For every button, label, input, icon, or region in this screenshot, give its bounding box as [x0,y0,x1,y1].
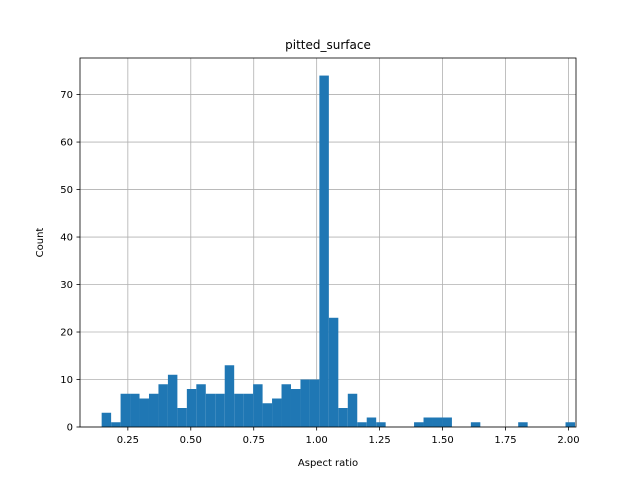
x-axis-label: Aspect ratio [298,458,358,469]
y-tick-label-4: 40 [60,233,73,244]
histogram-bar-2 [120,393,131,427]
histogram-bar-4 [139,398,149,427]
axes-frame [79,57,577,428]
histogram-bar-1 [111,422,121,427]
y-tick-label-3: 30 [60,280,73,291]
histogram-bar-9 [186,389,197,427]
histogram-bar-13 [224,365,235,427]
histogram-bar-5 [148,393,159,427]
histogram-bar-23 [319,75,329,428]
histogram-bar-25 [338,408,348,427]
histogram-bar-17 [262,403,273,427]
histogram-bar-39 [470,422,481,427]
histogram-bar-20 [290,389,301,427]
histogram-bar-8 [177,408,187,427]
histogram-bar-18 [272,398,282,427]
histogram-bar-3 [130,393,140,427]
histogram-bar-14 [234,393,244,427]
y-tick-label-5: 50 [60,185,73,196]
y-tick-label-7: 70 [60,90,73,101]
y-axis-label: Count [35,228,46,258]
histogram-bar-10 [196,384,206,427]
histogram-bar-35 [432,417,443,427]
histogram-bar-0 [101,412,112,427]
x-axis-ticks: 0.25 0.50 0.75 1.00 1.25 1.50 1.75 2.00 [117,427,580,446]
y-tick-label-1: 10 [60,375,73,386]
x-tick-label-3: 1.00 [306,435,328,446]
x-tick-label-1: 0.50 [180,435,202,446]
histogram-bar-7 [167,374,178,427]
histogram-bar-34 [423,417,433,427]
histogram-bar-44 [518,422,528,427]
histogram-bar-29 [376,422,386,427]
histogram-bar-22 [309,379,320,427]
histogram-bar-27 [357,422,367,427]
x-tick-label-6: 1.75 [494,435,516,446]
x-tick-label-2: 0.75 [243,435,265,446]
histogram-bar-6 [158,384,168,427]
histogram-bar-11 [205,393,216,427]
histogram-bar-24 [328,317,339,427]
histogram-bar-33 [414,422,424,427]
histogram-bar-36 [442,417,452,427]
histogram-bar-21 [300,379,310,427]
x-tick-label-0: 0.25 [117,435,139,446]
histogram-bar-19 [281,384,291,427]
x-tick-label-4: 1.25 [368,435,390,446]
histogram-bar-49 [565,422,575,427]
x-tick-label-7: 2.00 [557,435,579,446]
y-tick-label-6: 60 [60,138,73,149]
histogram-bar-28 [366,417,377,427]
histogram-bar-15 [243,393,254,427]
histogram-bar-26 [347,393,358,427]
bars [101,75,575,428]
chart-title: pitted_surface [285,38,371,52]
x-tick-label-5: 1.50 [431,435,453,446]
y-tick-label-0: 0 [67,423,73,434]
y-tick-label-2: 20 [60,328,73,339]
histogram-bar-16 [253,384,263,427]
histogram-bar-12 [215,393,225,427]
y-axis-ticks: 0 10 20 30 40 50 60 70 [60,90,80,434]
